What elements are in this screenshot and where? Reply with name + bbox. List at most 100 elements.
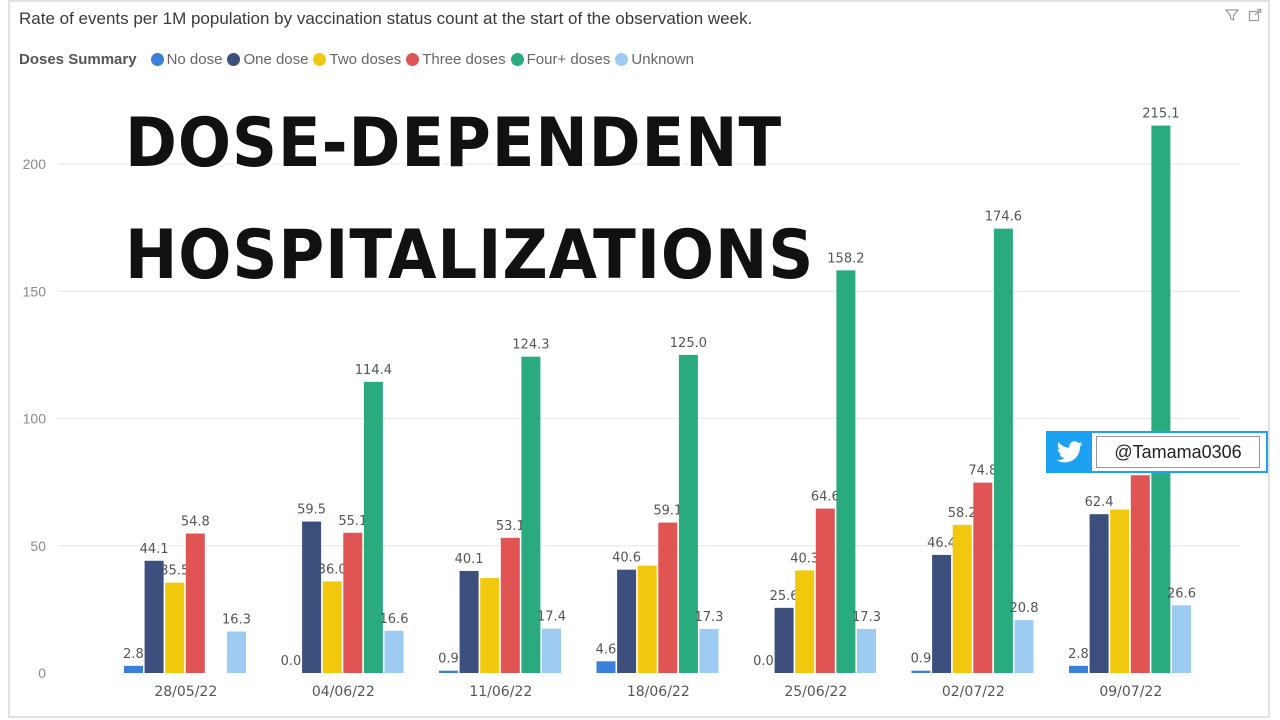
legend-dot <box>313 53 327 66</box>
data-label: 4.6 <box>596 642 617 657</box>
data-label: 59.5 <box>297 503 326 518</box>
data-label: 58.2 <box>948 506 977 521</box>
data-label: 2.8 <box>123 647 144 662</box>
x-tick-label: 02/07/22 <box>942 684 1005 700</box>
bar <box>384 630 404 673</box>
legend-label: No dose <box>166 51 223 68</box>
data-label: 215.1 <box>1142 107 1179 122</box>
bar <box>185 533 205 673</box>
bar <box>617 569 637 673</box>
legend-item-one-dose[interactable]: One dose <box>227 51 308 68</box>
x-tick-label: 28/05/22 <box>154 684 217 700</box>
twitter-badge[interactable]: @Tamama0306 <box>1046 431 1268 473</box>
x-tick-label: 18/06/22 <box>627 684 690 700</box>
legend-dot <box>510 53 524 66</box>
bar <box>1130 475 1150 673</box>
bar <box>1110 509 1130 673</box>
data-label: 40.3 <box>790 551 819 566</box>
chart-title: Rate of events per 1M population by vacc… <box>19 9 753 28</box>
bar <box>322 581 342 673</box>
headline-line-1: DOSE-DEPENDENT <box>125 104 783 183</box>
data-label: 59.1 <box>653 504 682 519</box>
bar <box>459 570 479 673</box>
legend-item-unknown[interactable]: Unknown <box>615 51 694 68</box>
y-tick-label: 200 <box>23 156 47 172</box>
bar <box>973 482 993 673</box>
data-label: 44.1 <box>140 542 169 557</box>
data-label: 26.6 <box>1167 586 1196 601</box>
data-label: 40.1 <box>455 552 484 567</box>
legend-dot <box>150 53 164 66</box>
bar <box>596 661 616 673</box>
twitter-bird-icon <box>1048 433 1092 471</box>
y-tick-label: 100 <box>23 411 47 427</box>
legend-item-three-doses[interactable]: Three doses <box>406 51 506 68</box>
data-label: 36.0 <box>318 562 347 577</box>
legend-label: Four+ doses <box>526 51 611 68</box>
legend-item-no-dose[interactable]: No dose <box>150 51 223 68</box>
bar <box>480 578 500 673</box>
filter-icon[interactable] <box>1224 8 1240 25</box>
data-label: 16.3 <box>222 613 251 628</box>
bar <box>144 560 164 673</box>
x-tick-label: 25/06/22 <box>784 684 847 700</box>
bar <box>500 537 520 673</box>
bar <box>815 508 835 673</box>
bar <box>795 570 815 673</box>
x-tick-label: 11/06/22 <box>469 684 532 700</box>
bar <box>1151 125 1171 674</box>
bar <box>363 381 383 673</box>
bar <box>699 628 719 673</box>
data-label: 17.3 <box>695 610 724 625</box>
x-tick-label: 04/06/22 <box>312 684 375 700</box>
bar <box>542 628 561 673</box>
bar <box>343 532 363 673</box>
legend-label: Two doses <box>329 51 402 68</box>
bar <box>1014 620 1034 673</box>
data-label: 158.2 <box>827 251 864 266</box>
data-label: 0.0 <box>753 654 774 669</box>
legend-item-four-plus-doses[interactable]: Four+ doses <box>510 51 611 68</box>
bar <box>678 354 698 673</box>
data-label: 54.8 <box>181 515 210 530</box>
bar <box>658 522 678 673</box>
data-label: 55.1 <box>338 514 367 529</box>
bar <box>774 607 794 673</box>
bar <box>857 628 876 673</box>
expand-icon[interactable] <box>1248 8 1262 25</box>
data-label: 64.6 <box>811 490 840 505</box>
data-label: 25.6 <box>770 589 799 604</box>
data-label: 174.6 <box>985 210 1022 225</box>
y-tick-label: 0 <box>38 665 46 681</box>
bar <box>165 582 185 673</box>
bar <box>932 554 952 673</box>
bar <box>439 670 458 673</box>
data-label: 0.9 <box>911 652 932 667</box>
data-label: 74.8 <box>968 464 997 479</box>
legend-dot <box>615 53 629 66</box>
headline-overlay: DOSE-DEPENDENT HOSPITALIZATIONS <box>125 88 814 312</box>
data-label: 0.0 <box>281 654 302 669</box>
legend-dot <box>406 53 420 66</box>
legend-label: Three doses <box>422 51 506 68</box>
bar <box>993 228 1013 673</box>
data-label: 17.3 <box>852 610 881 625</box>
data-label: 53.1 <box>496 519 525 534</box>
legend-item-two-doses[interactable]: Two doses <box>313 51 401 68</box>
legend-dot <box>227 53 241 66</box>
legend-label: Unknown <box>631 51 694 68</box>
legend-label: One dose <box>243 51 309 68</box>
bar <box>1172 605 1191 673</box>
bar <box>911 670 931 673</box>
data-label: 62.4 <box>1085 495 1114 510</box>
data-label: 17.4 <box>537 610 566 625</box>
headline-line-2: HOSPITALIZATIONS <box>125 216 815 295</box>
y-tick-label: 150 <box>23 283 47 299</box>
bar <box>521 356 541 673</box>
bar <box>1089 514 1109 673</box>
bar <box>227 631 246 673</box>
data-label: 16.6 <box>380 612 409 627</box>
data-label: 40.6 <box>612 551 641 566</box>
bar <box>302 521 322 673</box>
